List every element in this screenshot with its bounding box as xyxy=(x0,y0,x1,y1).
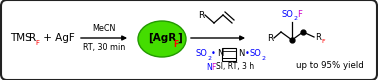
Text: + AgF: + AgF xyxy=(40,33,75,43)
Text: 2: 2 xyxy=(293,16,297,20)
Bar xyxy=(222,48,236,61)
Text: R: R xyxy=(198,10,204,20)
Text: R: R xyxy=(29,33,36,43)
Text: RT, 30 min: RT, 30 min xyxy=(83,42,125,52)
Text: SO: SO xyxy=(250,50,262,58)
Text: SI, RT, 3 h: SI, RT, 3 h xyxy=(216,62,254,72)
Text: F: F xyxy=(297,10,302,18)
Text: F: F xyxy=(321,38,325,44)
Text: R: R xyxy=(267,34,273,42)
Text: F: F xyxy=(211,62,215,72)
Text: up to 95% yield: up to 95% yield xyxy=(296,60,364,70)
Text: N: N xyxy=(206,62,212,72)
Text: TMS: TMS xyxy=(10,33,32,43)
Text: •: • xyxy=(245,50,250,58)
Text: N: N xyxy=(217,50,223,58)
Text: F: F xyxy=(35,40,39,46)
Text: 2: 2 xyxy=(207,56,211,60)
Text: R: R xyxy=(315,32,321,42)
Text: •: • xyxy=(211,50,216,58)
Text: 2: 2 xyxy=(261,56,265,60)
Text: [AgR: [AgR xyxy=(148,33,176,43)
Text: F: F xyxy=(173,40,178,48)
Text: N: N xyxy=(238,50,244,58)
Text: SO: SO xyxy=(282,10,294,18)
Text: MeCN: MeCN xyxy=(92,24,116,32)
Text: ]: ] xyxy=(177,33,182,43)
Ellipse shape xyxy=(138,21,186,57)
Text: SO: SO xyxy=(196,50,208,58)
